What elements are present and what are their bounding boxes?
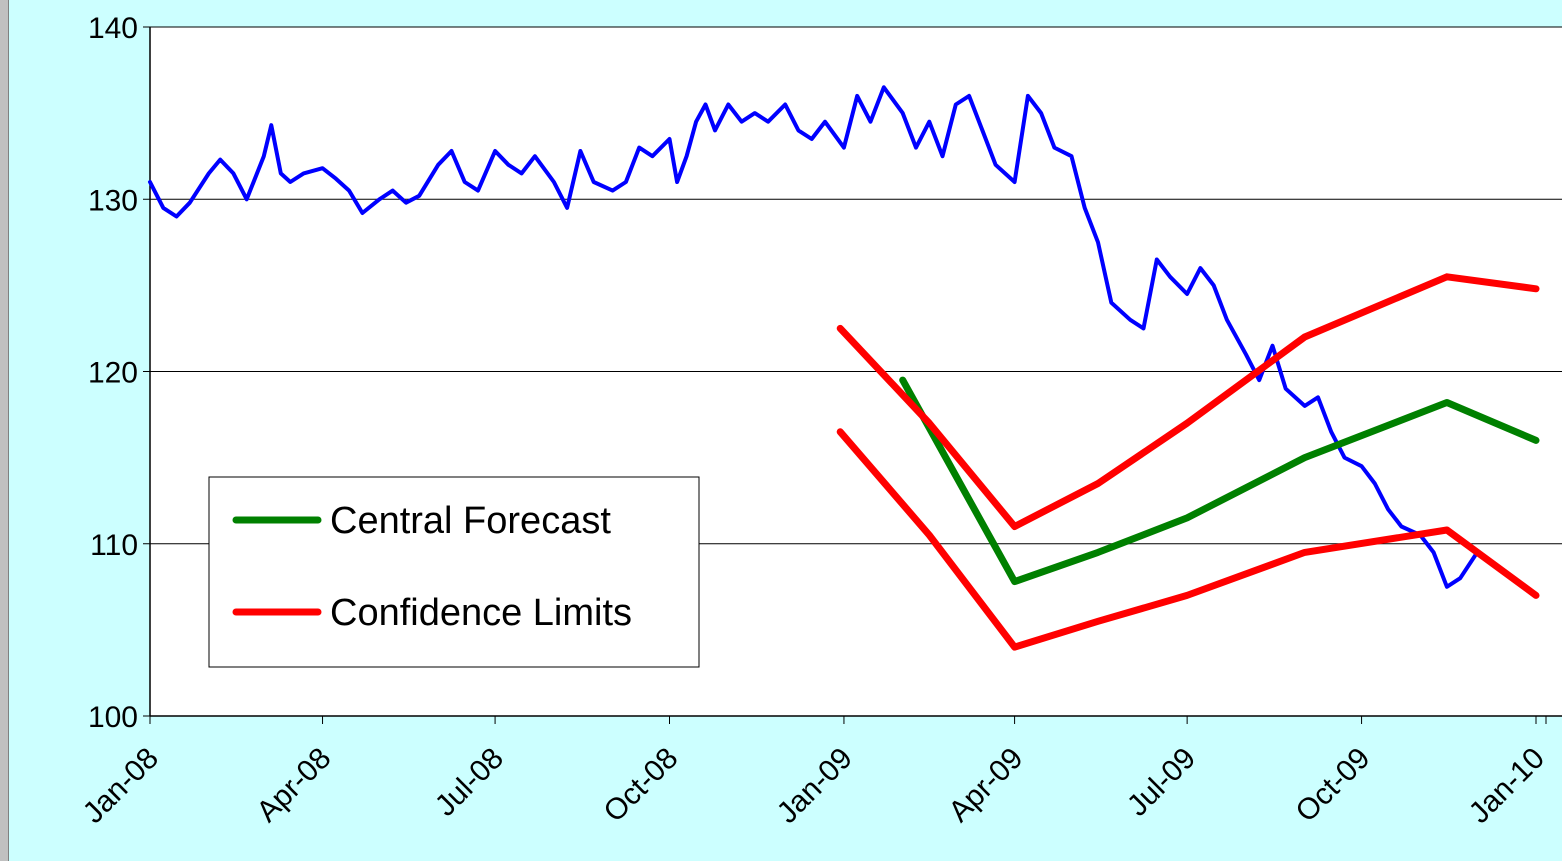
actual-index-line: [148, 85, 1480, 589]
x-tick-label: Apr-09: [943, 742, 1030, 829]
y-tick-label: 130: [88, 184, 138, 217]
y-tick-label: 120: [88, 357, 138, 390]
x-tick-label: Jan-10: [1463, 742, 1551, 830]
y-tick-label: 100: [88, 701, 138, 734]
legend-label: Central Forecast: [330, 500, 611, 542]
series-lines: [148, 85, 1540, 651]
y-tick-label: 140: [88, 12, 138, 45]
legend: Central Forecast Confidence Limits: [208, 476, 700, 668]
legend-box: [208, 476, 700, 668]
legend-label: Confidence Limits: [330, 592, 632, 634]
x-tick-label: Jan-09: [771, 742, 859, 830]
x-tick-label: Jul-09: [1121, 742, 1202, 823]
central-forecast-line: [899, 376, 1540, 586]
y-tick-label: 110: [90, 529, 138, 562]
x-tick-label: Oct-09: [1290, 742, 1377, 829]
x-tick-label: Apr-08: [250, 742, 337, 829]
confidence-limits-line: [836, 428, 1540, 651]
x-tick-label: Jul-08: [429, 742, 510, 823]
x-tick-label: Oct-08: [597, 742, 684, 829]
window-left-border: [0, 0, 9, 861]
x-tick-label: Jan-08: [77, 742, 165, 830]
confidence-limits-line: [836, 273, 1540, 530]
